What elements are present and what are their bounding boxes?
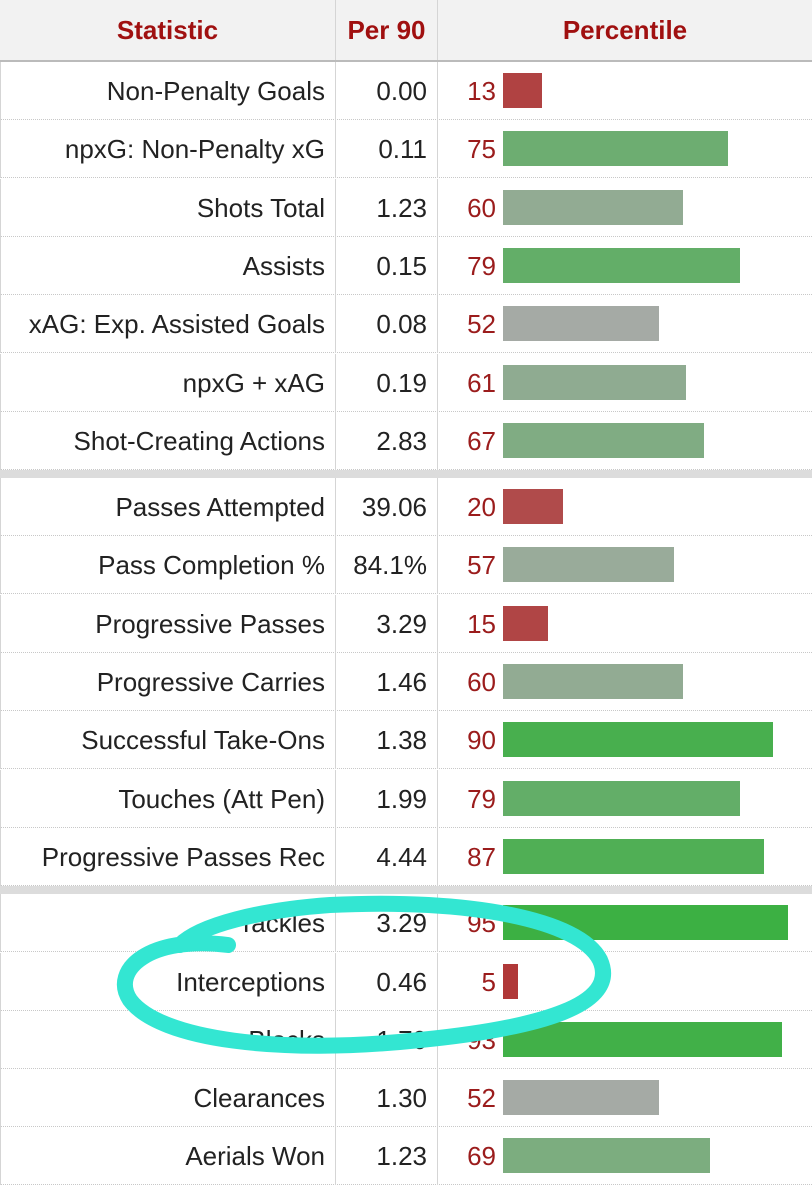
percentile-bar — [503, 489, 563, 525]
percentile-value: 79 — [467, 783, 496, 814]
percentile-bar — [503, 247, 740, 283]
percentile-value: 52 — [467, 1083, 496, 1114]
per90-cell: 0.08 — [336, 295, 438, 354]
percentile-bar — [503, 73, 542, 108]
per90-cell: 1.99 — [336, 769, 438, 828]
statistic-cell: Shots Total — [0, 178, 336, 237]
table-row: npxG + xAG 0.19 61 — [0, 353, 812, 412]
statistic-cell: Progressive Carries — [0, 653, 336, 711]
statistic-cell: Shot-Creating Actions — [0, 411, 336, 470]
percentile-bar — [503, 547, 674, 583]
table-row: Shot-Creating Actions 2.83 67 — [0, 411, 812, 470]
statistic-cell: Progressive Passes — [0, 594, 336, 653]
percentile-bar — [503, 722, 773, 758]
table-row: Successful Take-Ons 1.38 90 — [0, 711, 812, 770]
percentile-bar — [503, 422, 704, 458]
table-row: Clearances 1.30 52 — [0, 1069, 812, 1128]
per90-cell: 1.46 — [336, 653, 438, 711]
table-row: Non-Penalty Goals 0.00 13 — [0, 62, 812, 120]
statistic-cell: Touches (Att Pen) — [0, 769, 336, 828]
percentile-value: 52 — [467, 309, 496, 340]
percentile-bar — [503, 189, 683, 225]
percentile-value: 20 — [467, 492, 496, 523]
percentile-bar — [503, 780, 740, 816]
group-separator — [0, 470, 812, 479]
statistic-cell: Successful Take-Ons — [0, 711, 336, 770]
statistic-cell: Passes Attempted — [0, 478, 336, 537]
table-row: Progressive Passes Rec 4.44 87 — [0, 827, 812, 886]
per90-cell: 4.44 — [336, 827, 438, 886]
table-row: Passes Attempted 39.06 20 — [0, 478, 812, 537]
header-cell: Statistic — [0, 0, 336, 60]
per90-cell: 84.1% — [336, 536, 438, 595]
percentile-value: 13 — [467, 76, 496, 106]
per90-cell: 1.23 — [336, 178, 438, 237]
table-row: Interceptions 0.46 5 — [0, 952, 812, 1011]
table-row: Progressive Carries 1.46 60 — [0, 653, 812, 711]
statistic-cell: xAG: Exp. Assisted Goals — [0, 295, 336, 354]
per90-cell: 1.23 — [336, 1127, 438, 1186]
per90-cell: 0.00 — [336, 62, 438, 120]
header-cell: Percentile — [562, 15, 688, 45]
percentile-bar — [503, 1080, 659, 1116]
percentile-bar — [503, 664, 683, 699]
statistic-cell: Non-Penalty Goals — [0, 62, 336, 120]
table-row: xAG: Exp. Assisted Goals 0.08 52 — [0, 295, 812, 354]
percentile-value: 60 — [467, 192, 496, 223]
percentile-value: 87 — [467, 841, 496, 872]
percentile-bar — [503, 963, 518, 999]
statistic-cell: Interceptions — [0, 952, 336, 1011]
percentile-value: 67 — [467, 425, 496, 456]
statistic-cell: Clearances — [0, 1069, 336, 1128]
statistic-cell: Assists — [0, 236, 336, 295]
statistic-cell: Aerials Won — [0, 1127, 336, 1186]
per90-cell: 2.83 — [336, 411, 438, 470]
per90-cell: 0.19 — [336, 353, 438, 412]
per90-cell: 3.29 — [336, 594, 438, 653]
percentile-bar — [503, 605, 548, 641]
percentile-value: 57 — [467, 550, 496, 581]
percentile-value: 69 — [467, 1141, 496, 1172]
statistic-cell: Pass Completion % — [0, 536, 336, 595]
per90-cell: 1.38 — [336, 711, 438, 770]
table-row: Progressive Passes 3.29 15 — [0, 594, 812, 653]
per90-cell: 0.15 — [336, 236, 438, 295]
table-row: Shots Total 1.23 60 — [0, 178, 812, 237]
statistic-cell: npxG + xAG — [0, 353, 336, 412]
percentile-bar — [503, 838, 764, 874]
table-header: Statistic Per 90 Percentile — [0, 0, 812, 62]
per90-cell: 39.06 — [336, 478, 438, 537]
per90-cell: 3.29 — [336, 894, 438, 953]
table-row: Pass Completion % 84.1% 57 — [0, 536, 812, 595]
group-separator — [0, 886, 812, 895]
table-row: Aerials Won 1.23 69 — [0, 1127, 812, 1186]
percentile-bar — [503, 1138, 710, 1174]
percentile-bar — [503, 131, 728, 167]
per90-cell: 0.11 — [336, 120, 438, 179]
table-row: npxG: Non-Penalty xG 0.11 75 — [0, 120, 812, 179]
percentile-value: 75 — [467, 134, 496, 165]
percentile-value: 60 — [467, 667, 496, 697]
percentile-value: 15 — [467, 608, 496, 639]
per90-cell: 0.46 — [336, 952, 438, 1011]
table-row: Touches (Att Pen) 1.99 79 — [0, 769, 812, 828]
header-cell: Per 90 — [336, 0, 438, 60]
percentile-value: 61 — [467, 367, 496, 398]
per90-cell: 1.30 — [336, 1069, 438, 1128]
percentile-value: 5 — [481, 966, 496, 997]
percentile-value: 79 — [467, 250, 496, 281]
percentile-value: 90 — [467, 725, 496, 756]
statistic-cell: Progressive Passes Rec — [0, 827, 336, 886]
percentile-bar — [503, 306, 659, 342]
percentile-bar — [503, 364, 686, 400]
percentile-bar — [503, 1021, 782, 1057]
table-row: Assists 0.15 79 — [0, 236, 812, 295]
statistic-cell: npxG: Non-Penalty xG — [0, 120, 336, 179]
